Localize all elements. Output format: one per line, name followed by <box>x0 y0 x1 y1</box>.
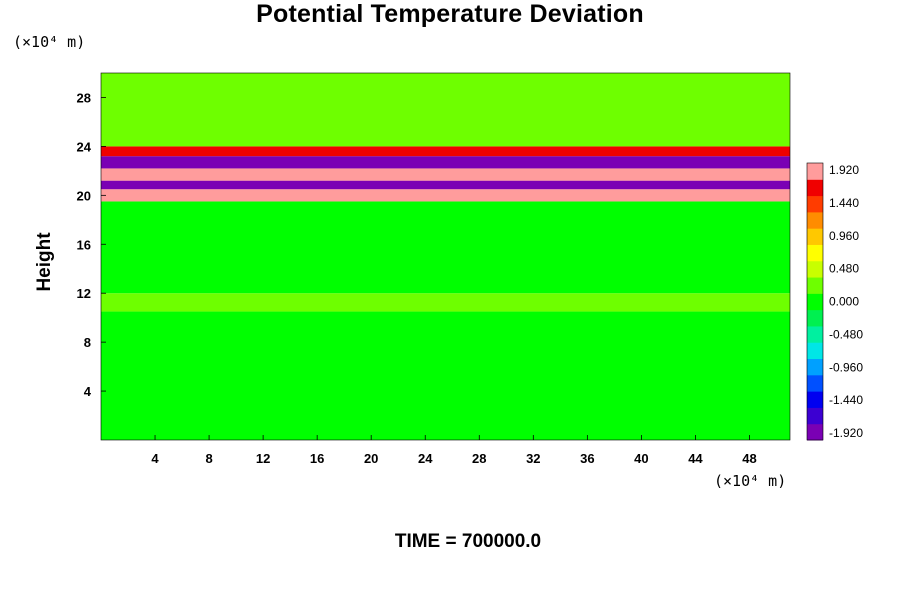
field-band <box>101 146 790 157</box>
colorbar-label: 1.920 <box>829 163 859 177</box>
y-tick-label: 12 <box>77 286 91 301</box>
x-tick-label: 32 <box>526 451 540 466</box>
x-tick-label: 24 <box>418 451 433 466</box>
field-band <box>101 189 790 202</box>
colorbar-swatch <box>807 407 823 425</box>
x-axis: 4 8 12 16 20 24 28 32 36 40 44 48 <box>151 435 757 466</box>
x-tick-label: 16 <box>310 451 324 466</box>
y-axis-title: Height <box>34 232 55 292</box>
colorbar-swatch <box>807 228 823 245</box>
x-tick-label: 20 <box>364 451 378 466</box>
colorbar-swatch <box>807 244 823 262</box>
field-band <box>101 156 790 169</box>
y-tick-label: 28 <box>77 90 91 105</box>
x-tick-label: 36 <box>580 451 594 466</box>
field-band <box>101 168 790 181</box>
colorbar-label: -0.480 <box>829 327 863 341</box>
x-tick-label: 40 <box>634 451 648 466</box>
x-tick-label: 4 <box>151 451 159 466</box>
colorbar-frame <box>806 162 824 441</box>
colorbar-swatch <box>807 325 823 343</box>
colorbar-label: 1.440 <box>829 196 859 210</box>
field-band <box>101 180 790 190</box>
colorbar-label: 0.960 <box>829 229 859 243</box>
time-label: TIME = 700000.0 <box>394 531 542 552</box>
colorbar-swatch <box>807 277 823 294</box>
colorbar-swatch <box>807 391 823 408</box>
y-tick-label: 20 <box>77 188 91 203</box>
y-axis: 4 8 12 16 20 24 28 <box>77 90 106 399</box>
colorbar-label: -1.920 <box>829 426 863 440</box>
colorbar-swatch <box>807 195 823 213</box>
x-tick-label: 12 <box>256 451 270 466</box>
colorbar-swatch <box>807 179 823 197</box>
colorbar-swatch <box>807 423 823 441</box>
colorbar-label: -0.960 <box>829 360 863 374</box>
colorbar-label: 0.480 <box>829 262 859 276</box>
field-band <box>101 293 790 312</box>
colorbar-swatch <box>807 342 823 360</box>
y-tick-label: 24 <box>77 139 92 154</box>
colorbar-swatch <box>807 211 823 229</box>
colorbar-label: -1.440 <box>829 393 863 407</box>
x-axis-unit: (×10⁴ m) <box>714 472 787 490</box>
y-tick-label: 8 <box>84 335 91 350</box>
x-tick-label: 48 <box>742 451 756 466</box>
field-band <box>101 73 790 147</box>
chart-title: Potential Temperature Deviation <box>256 0 644 28</box>
colorbar-swatch <box>807 309 823 327</box>
colorbar-swatch <box>807 374 823 392</box>
x-tick-label: 8 <box>205 451 212 466</box>
colorbar-label: 0.000 <box>829 295 859 309</box>
field-band <box>101 201 790 294</box>
y-tick-label: 4 <box>84 384 92 399</box>
colorbar-swatch <box>807 293 823 311</box>
y-tick-label: 16 <box>77 237 91 252</box>
colorbar-swatch <box>807 260 823 278</box>
x-tick-label: 28 <box>472 451 486 466</box>
colorbar: 1.920 1.440 0.960 0.480 0.000 -0.480 -0.960 -1.… <box>806 162 863 441</box>
plot-frame <box>100 72 791 441</box>
colorbar-swatch <box>807 358 823 376</box>
y-axis-unit: (×10⁴ m) <box>13 33 86 51</box>
x-tick-label: 44 <box>688 451 703 466</box>
plot-area <box>101 73 790 440</box>
field-band <box>101 311 790 440</box>
colorbar-swatch <box>807 163 823 180</box>
